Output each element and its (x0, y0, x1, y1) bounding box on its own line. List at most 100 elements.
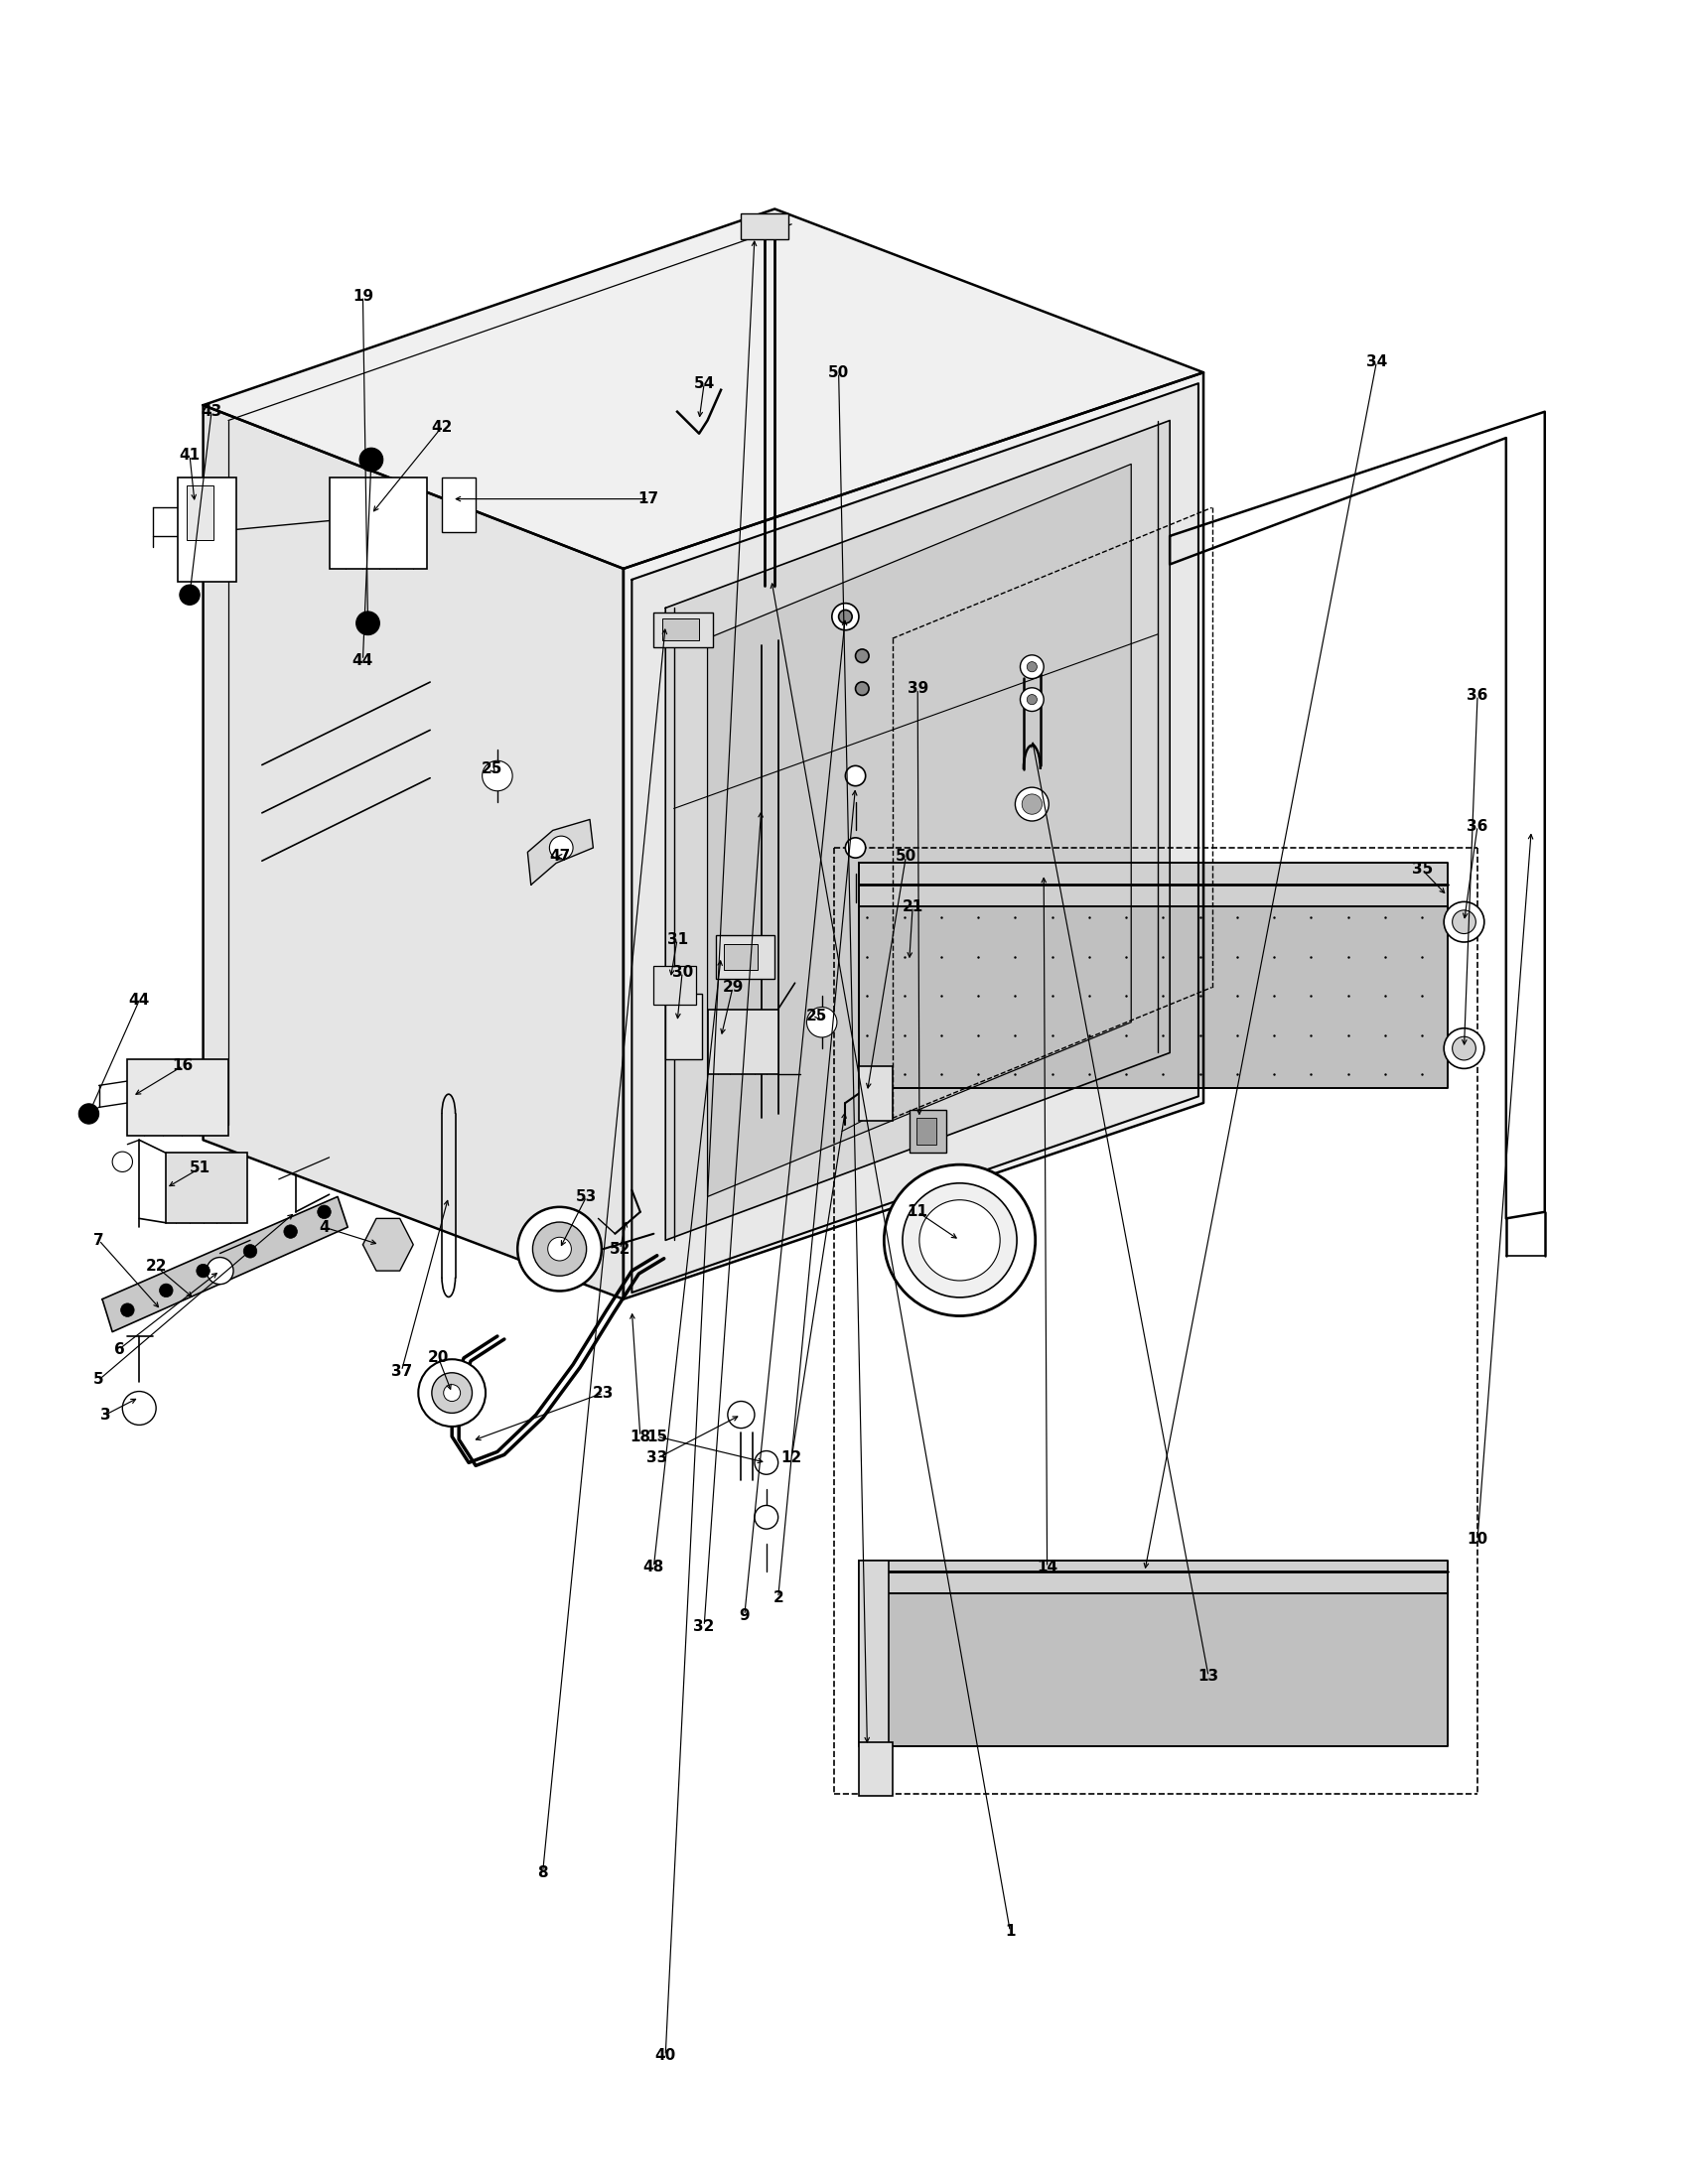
Circle shape (532, 1223, 586, 1275)
Circle shape (318, 1206, 330, 1219)
Circle shape (1443, 902, 1484, 941)
Bar (665, 994, 702, 1059)
Text: 23: 23 (593, 1385, 615, 1400)
Text: 20: 20 (428, 1350, 450, 1365)
Circle shape (754, 1450, 778, 1474)
Text: 39: 39 (908, 681, 928, 697)
Circle shape (832, 603, 859, 631)
Circle shape (355, 612, 379, 636)
Text: 9: 9 (739, 1607, 749, 1623)
Circle shape (547, 1236, 571, 1260)
Circle shape (845, 839, 866, 858)
Text: 2: 2 (773, 1590, 783, 1605)
Circle shape (207, 1258, 234, 1284)
Text: 36: 36 (1467, 819, 1489, 834)
Text: 18: 18 (630, 1428, 650, 1444)
Bar (653, 965, 695, 1005)
Text: 14: 14 (1037, 1559, 1058, 1575)
Circle shape (517, 1208, 601, 1291)
Circle shape (1452, 1037, 1475, 1059)
Text: 52: 52 (610, 1241, 632, 1256)
Polygon shape (623, 373, 1204, 1299)
Polygon shape (859, 906, 1447, 1088)
Circle shape (855, 681, 869, 695)
Text: 3: 3 (101, 1406, 111, 1422)
Text: 7: 7 (94, 1232, 104, 1247)
Polygon shape (859, 1594, 1447, 1747)
Polygon shape (859, 863, 1447, 906)
Circle shape (839, 609, 852, 622)
Text: 25: 25 (807, 1009, 827, 1022)
Bar (741, 214, 788, 240)
Bar (724, 943, 758, 970)
Text: 16: 16 (172, 1059, 194, 1072)
Text: 29: 29 (722, 981, 743, 994)
Text: 17: 17 (638, 491, 658, 507)
Circle shape (1021, 655, 1044, 679)
Circle shape (79, 1103, 99, 1125)
Text: 34: 34 (1366, 354, 1388, 369)
Text: 33: 33 (647, 1450, 667, 1465)
Text: 53: 53 (576, 1190, 598, 1203)
Bar (179, 476, 237, 581)
Circle shape (123, 1391, 157, 1424)
Text: 13: 13 (1197, 1669, 1219, 1684)
Circle shape (807, 1007, 837, 1037)
Circle shape (113, 1151, 133, 1173)
Circle shape (418, 1358, 485, 1426)
Bar (716, 935, 775, 978)
Circle shape (903, 1184, 1017, 1297)
Circle shape (244, 1245, 258, 1258)
Text: 25: 25 (482, 762, 504, 778)
Bar (167, 1153, 248, 1223)
Circle shape (1452, 911, 1475, 935)
Circle shape (1022, 795, 1042, 815)
Text: 51: 51 (189, 1162, 210, 1175)
Bar (662, 618, 699, 640)
Circle shape (121, 1304, 135, 1317)
Circle shape (845, 767, 866, 786)
Text: 8: 8 (537, 1865, 547, 1880)
Bar (441, 476, 475, 531)
Text: 1: 1 (1005, 1924, 1015, 1939)
Bar (859, 1066, 893, 1120)
Circle shape (1021, 688, 1044, 712)
Text: 22: 22 (145, 1258, 167, 1273)
Text: 54: 54 (694, 376, 714, 391)
Text: 32: 32 (694, 1618, 714, 1634)
Text: 40: 40 (655, 2049, 675, 2064)
Polygon shape (362, 1219, 413, 1271)
Circle shape (180, 585, 200, 605)
Bar (707, 1009, 778, 1075)
Text: 11: 11 (908, 1206, 928, 1219)
Polygon shape (859, 1562, 1447, 1594)
Polygon shape (527, 819, 593, 885)
Bar (128, 1059, 229, 1136)
Text: 15: 15 (647, 1428, 667, 1444)
Bar (328, 476, 426, 568)
Circle shape (1443, 1029, 1484, 1068)
Circle shape (443, 1385, 460, 1402)
Circle shape (359, 448, 382, 472)
Polygon shape (103, 1197, 347, 1332)
Text: 44: 44 (128, 994, 150, 1007)
Text: 47: 47 (549, 850, 571, 865)
Text: 43: 43 (200, 404, 222, 419)
Text: 10: 10 (1467, 1531, 1489, 1546)
Circle shape (727, 1402, 754, 1428)
Bar (187, 485, 214, 539)
Circle shape (1027, 695, 1037, 705)
Circle shape (160, 1284, 173, 1297)
Polygon shape (707, 463, 1132, 1197)
Bar (859, 1562, 889, 1747)
Circle shape (1015, 788, 1049, 821)
Circle shape (754, 1505, 778, 1529)
Circle shape (884, 1164, 1036, 1317)
Circle shape (1027, 662, 1037, 673)
Text: 42: 42 (431, 419, 453, 435)
Polygon shape (632, 384, 1199, 1293)
Text: 30: 30 (672, 965, 692, 978)
Text: 44: 44 (352, 653, 374, 668)
Bar (909, 1109, 946, 1153)
Text: 31: 31 (667, 933, 687, 948)
